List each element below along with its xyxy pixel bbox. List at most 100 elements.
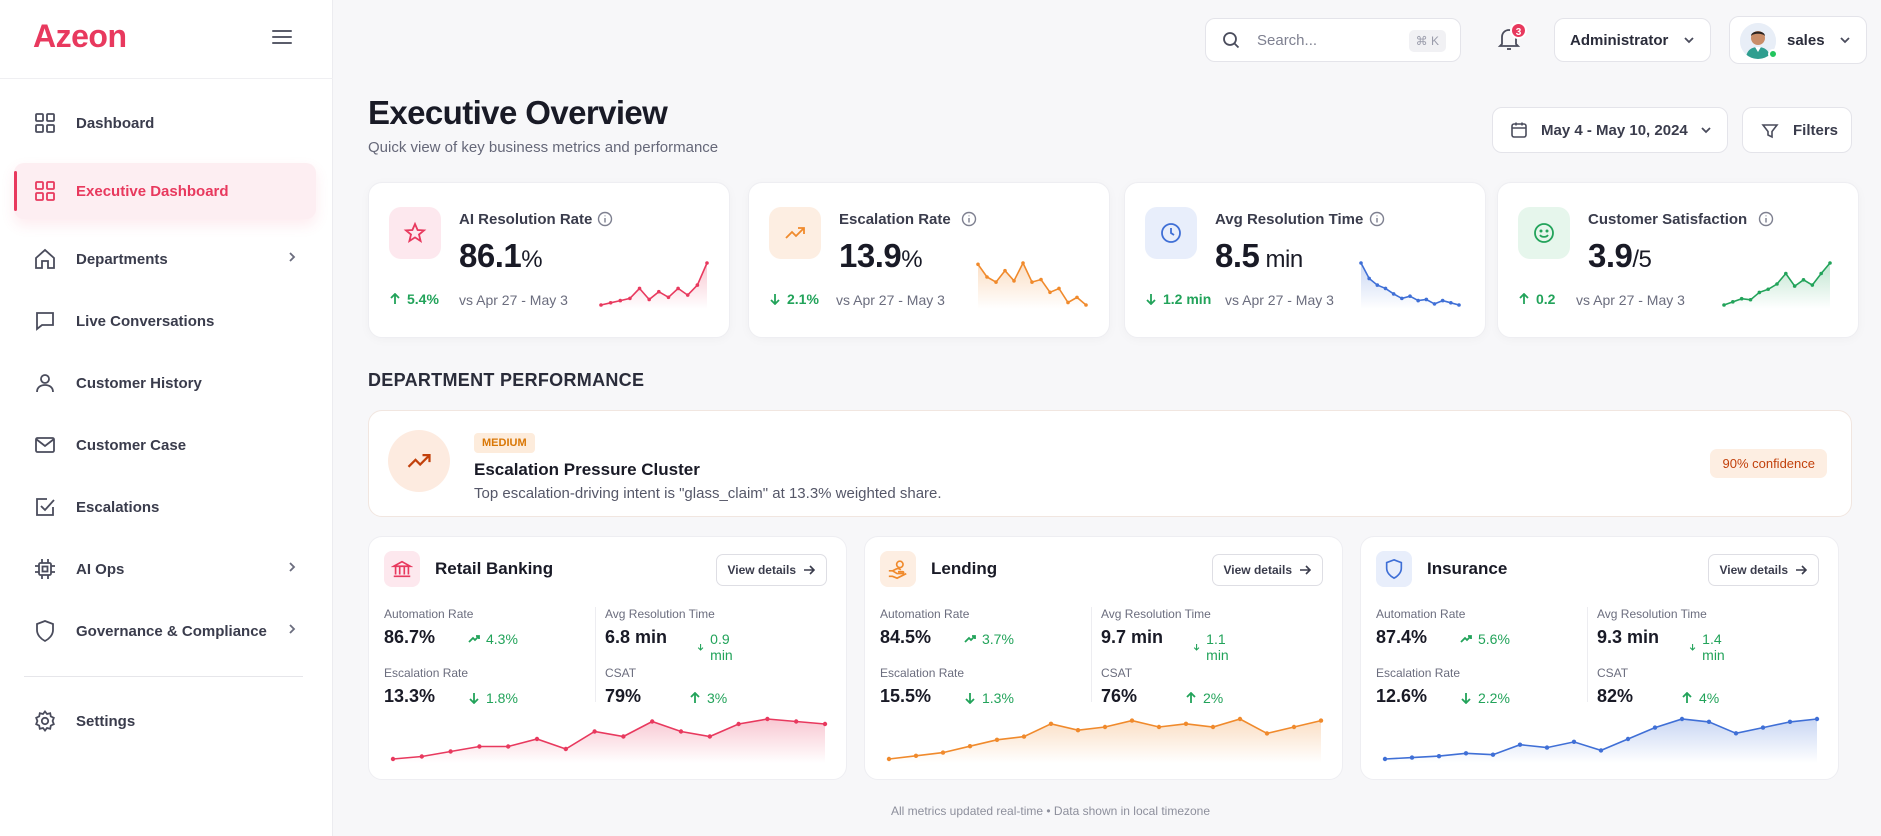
metric-delta: 3.7% bbox=[964, 631, 1014, 647]
sidebar-item-settings[interactable]: Settings bbox=[14, 693, 316, 749]
sparkline-line bbox=[392, 718, 826, 760]
sparkline-point bbox=[1457, 303, 1461, 307]
search-input[interactable]: Search... bbox=[1257, 32, 1318, 49]
sparkline-point bbox=[592, 729, 597, 734]
sparkline-point bbox=[994, 280, 998, 284]
info-icon[interactable] bbox=[961, 211, 977, 232]
view-details-button[interactable]: View details bbox=[715, 554, 827, 586]
user-name: sales bbox=[1787, 32, 1825, 49]
metric-label: Avg Resolution Time bbox=[1101, 607, 1211, 621]
metric-delta: 0.9 min bbox=[697, 631, 738, 663]
sidebar-item-executive-dashboard[interactable]: Executive Dashboard bbox=[14, 163, 316, 219]
metric-label: Avg Resolution Time bbox=[1597, 607, 1707, 621]
metric-delta: 2% bbox=[1185, 690, 1223, 706]
sparkline-point bbox=[1383, 286, 1388, 291]
sparkline-point bbox=[1183, 721, 1189, 726]
sidebar-item-departments[interactable]: Departments bbox=[14, 231, 316, 287]
sidebar-item-escalations[interactable]: Escalations bbox=[14, 479, 316, 535]
sparkline-point bbox=[705, 261, 709, 265]
sidebar-item-customer-history[interactable]: Customer History bbox=[14, 355, 316, 411]
kpi-card-escalation[interactable]: Escalation Rate 13.9% 2.1% vs Apr 27 - M… bbox=[748, 182, 1110, 338]
footer-note: All metrics updated real-time • Data sho… bbox=[891, 804, 1211, 818]
sidebar-item-dashboard[interactable]: Dashboard bbox=[14, 95, 316, 151]
sidebar-item-customer-case[interactable]: Customer Case bbox=[14, 417, 316, 473]
info-icon[interactable] bbox=[1758, 211, 1774, 232]
sidebar-item-governance[interactable]: Governance & Compliance bbox=[14, 603, 316, 659]
section-title: DEPARTMENT PERFORMANCE bbox=[368, 370, 645, 390]
user-icon bbox=[32, 370, 58, 396]
metric-label: CSAT bbox=[1101, 666, 1133, 680]
sparkline-point bbox=[765, 716, 770, 722]
sparkline-point bbox=[1237, 716, 1243, 722]
metric-delta: 1.4 min bbox=[1689, 631, 1730, 663]
kpi-card-avg-resolution[interactable]: Avg Resolution Time 8.5 min 1.2 min vs A… bbox=[1124, 182, 1486, 338]
department-card-retail-banking[interactable]: Retail Banking View details Automation R… bbox=[368, 536, 847, 780]
hand-coin-icon bbox=[880, 551, 916, 587]
user-menu[interactable]: sales bbox=[1729, 16, 1867, 64]
sparkline-point bbox=[390, 756, 396, 762]
department-card-insurance[interactable]: Insurance View details Automation Rate 87… bbox=[1360, 536, 1839, 780]
sparkline-point bbox=[1102, 724, 1108, 730]
kpi-comparison: vs Apr 27 - May 3 bbox=[836, 292, 945, 308]
search-box[interactable]: Search... ⌘ K bbox=[1205, 18, 1461, 62]
sparkline-point bbox=[1810, 283, 1815, 287]
sparkline-point bbox=[1021, 734, 1027, 739]
sidebar-item-ai-ops[interactable]: AI Ops bbox=[14, 541, 316, 597]
kpi-card-csat[interactable]: Customer Satisfaction 3.9/5 0.2 vs Apr 2… bbox=[1497, 182, 1859, 338]
sparkline-point bbox=[1291, 724, 1297, 730]
sidebar-item-label: AI Ops bbox=[76, 560, 125, 578]
page-subtitle: Quick view of key business metrics and p… bbox=[368, 139, 719, 156]
sparkline-point bbox=[1003, 268, 1007, 273]
sidebar-item-live-conversations[interactable]: Live Conversations bbox=[14, 293, 316, 349]
kpi-value: 13.9% bbox=[839, 237, 923, 274]
sparkline-point bbox=[666, 295, 671, 300]
metric-label: Avg Resolution Time bbox=[605, 607, 715, 621]
sidebar-item-label: Escalations bbox=[76, 498, 160, 516]
kpi-delta: 0.2 bbox=[1518, 291, 1555, 307]
csat-metric: CSAT 82% 4% bbox=[1597, 666, 1719, 707]
sparkline-point bbox=[1436, 753, 1442, 759]
info-icon[interactable] bbox=[1369, 211, 1385, 232]
kpi-card-ai-resolution[interactable]: AI Resolution Rate 86.1% 5.4% vs Apr 27 … bbox=[368, 182, 730, 338]
sparkline-point bbox=[1801, 278, 1806, 282]
sparkline-point bbox=[1440, 298, 1445, 303]
department-card-lending[interactable]: Lending View details Automation Rate 84.5… bbox=[864, 536, 1343, 780]
sparkline-point bbox=[1129, 718, 1135, 723]
metric-value: 87.4% bbox=[1376, 627, 1428, 647]
role-selector[interactable]: Administrator bbox=[1554, 18, 1711, 62]
chevron-down-icon bbox=[1682, 33, 1696, 52]
view-details-button[interactable]: View details bbox=[1211, 554, 1323, 586]
insight-card[interactable]: MEDIUM Escalation Pressure Cluster Top e… bbox=[368, 410, 1852, 517]
sparkline-point bbox=[1409, 755, 1415, 760]
shield-icon bbox=[32, 618, 58, 644]
role-label: Administrator bbox=[1570, 32, 1669, 49]
avg-resolution-time-metric: Avg Resolution Time 6.8 min 0.9 min bbox=[605, 607, 733, 663]
info-icon[interactable] bbox=[597, 211, 613, 232]
insight-title: Escalation Pressure Cluster bbox=[474, 460, 700, 479]
filters-button[interactable]: Filters bbox=[1742, 107, 1852, 153]
arrow-right-icon bbox=[804, 565, 815, 575]
arrow-up-icon bbox=[1186, 692, 1196, 703]
kpi-value: 86.1% bbox=[459, 237, 543, 274]
sparkline-area bbox=[393, 719, 825, 763]
sidebar-item-label: Executive Dashboard bbox=[76, 182, 229, 200]
sidebar-item-label: Departments bbox=[76, 250, 168, 268]
metric-delta: 1.1 min bbox=[1193, 631, 1234, 663]
sparkline-point bbox=[1517, 742, 1523, 747]
sidebar-item-label: Settings bbox=[76, 712, 136, 730]
date-range-picker[interactable]: May 4 - May 10, 2024 bbox=[1492, 107, 1728, 153]
view-details-button[interactable]: View details bbox=[1707, 554, 1819, 586]
chat-icon bbox=[32, 308, 58, 334]
sparkline-point bbox=[1706, 719, 1712, 725]
arrow-up-icon bbox=[390, 293, 400, 304]
sparkline-point bbox=[628, 296, 632, 301]
sparkline-point bbox=[599, 303, 603, 307]
menu-toggle-icon[interactable] bbox=[272, 30, 292, 46]
sparkline-area bbox=[1385, 719, 1817, 763]
avg-resolution-time-metric: Avg Resolution Time 9.7 min 1.1 min bbox=[1101, 607, 1229, 663]
sparkline-point bbox=[913, 753, 919, 758]
metric-label: Automation Rate bbox=[880, 607, 970, 621]
sparkline-point bbox=[886, 756, 892, 762]
sparkline-point bbox=[967, 744, 973, 749]
sparkline-point bbox=[1391, 292, 1396, 296]
